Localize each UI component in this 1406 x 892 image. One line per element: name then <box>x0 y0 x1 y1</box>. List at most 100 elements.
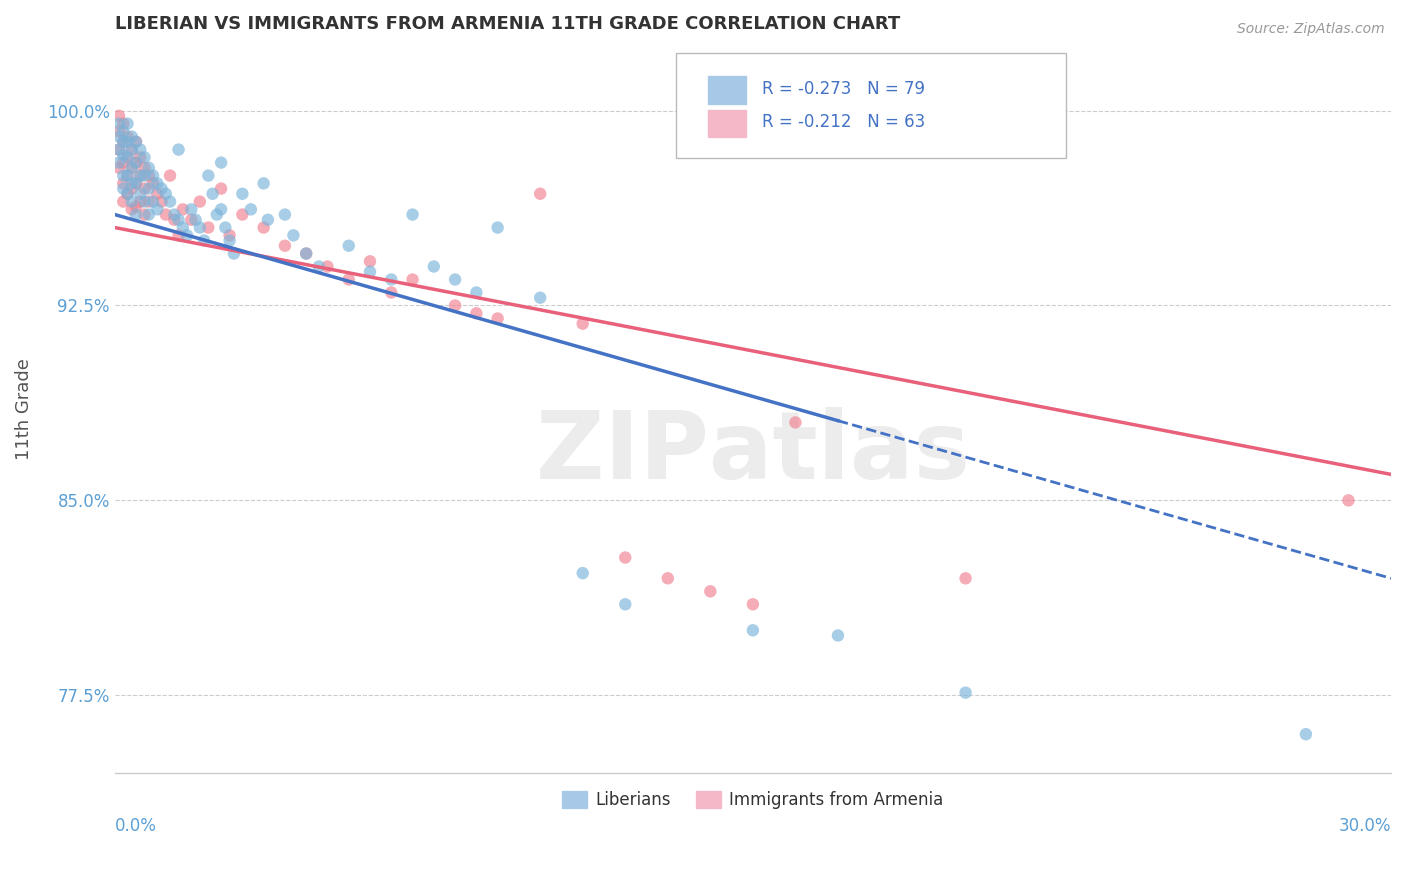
Point <box>129 169 152 183</box>
Point <box>253 177 276 191</box>
Point <box>146 177 169 191</box>
Point <box>125 177 148 191</box>
Point <box>125 135 148 149</box>
Point <box>112 117 135 131</box>
Point <box>117 117 139 131</box>
Text: R = -0.273   N = 79: R = -0.273 N = 79 <box>762 80 925 98</box>
Point <box>316 260 339 274</box>
Point <box>117 150 139 164</box>
Point <box>112 135 135 149</box>
Point <box>274 238 297 252</box>
Point <box>121 181 143 195</box>
Point <box>193 234 215 248</box>
Point <box>129 194 152 209</box>
Y-axis label: 11th Grade: 11th Grade <box>15 359 32 460</box>
Point <box>529 186 551 201</box>
Point <box>138 208 160 222</box>
FancyBboxPatch shape <box>709 76 747 103</box>
Point <box>465 306 488 320</box>
Point <box>121 177 143 191</box>
Point <box>657 571 679 585</box>
Text: 0.0%: 0.0% <box>115 817 156 835</box>
Point <box>274 208 297 222</box>
Point <box>257 212 280 227</box>
Point <box>125 177 148 191</box>
Point <box>214 220 236 235</box>
Point <box>163 208 186 222</box>
Point <box>125 135 148 149</box>
Point <box>117 169 139 183</box>
Point <box>231 208 253 222</box>
Point <box>401 208 423 222</box>
Point <box>121 161 143 175</box>
Point <box>1295 727 1317 741</box>
Point <box>121 143 143 157</box>
Point <box>380 272 402 286</box>
Point <box>146 186 169 201</box>
FancyBboxPatch shape <box>676 53 1066 159</box>
Point <box>112 155 135 169</box>
Point <box>218 234 240 248</box>
Point <box>197 169 219 183</box>
Point <box>172 220 194 235</box>
Point <box>142 177 165 191</box>
Point <box>150 194 173 209</box>
Point <box>125 155 148 169</box>
Point <box>155 208 177 222</box>
Point <box>138 169 160 183</box>
Point <box>699 584 721 599</box>
Point <box>218 228 240 243</box>
Point <box>159 194 181 209</box>
Point <box>117 186 139 201</box>
Point <box>117 186 139 201</box>
Point <box>176 228 198 243</box>
Point <box>146 202 169 217</box>
Point <box>125 200 148 214</box>
Point <box>108 161 131 175</box>
Point <box>1337 493 1360 508</box>
Point <box>401 272 423 286</box>
Point <box>125 208 148 222</box>
Point <box>571 566 593 581</box>
Point <box>955 686 977 700</box>
Point <box>188 194 211 209</box>
Point <box>184 212 207 227</box>
Point <box>142 169 165 183</box>
Point <box>308 260 330 274</box>
Point <box>134 208 156 222</box>
Point <box>571 317 593 331</box>
Point <box>134 161 156 175</box>
Point <box>134 150 156 164</box>
Point <box>209 155 232 169</box>
Point <box>283 228 305 243</box>
Point <box>614 550 637 565</box>
Point <box>108 117 131 131</box>
Point <box>108 143 131 157</box>
Point <box>239 202 262 217</box>
Point <box>129 169 152 183</box>
Point <box>121 161 143 175</box>
Point <box>121 202 143 217</box>
Point <box>134 169 156 183</box>
Point <box>108 109 131 123</box>
Point <box>359 254 381 268</box>
Point <box>112 181 135 195</box>
FancyBboxPatch shape <box>709 110 747 137</box>
Point <box>614 597 637 611</box>
Text: 30.0%: 30.0% <box>1339 817 1391 835</box>
Point <box>134 181 156 195</box>
Point <box>155 186 177 201</box>
Point <box>180 202 202 217</box>
Point <box>167 228 190 243</box>
Point <box>295 246 318 260</box>
Point <box>112 135 135 149</box>
Point <box>159 169 181 183</box>
Point <box>172 202 194 217</box>
Point <box>138 161 160 175</box>
Point <box>121 129 143 144</box>
Point <box>486 220 509 235</box>
Point <box>444 298 467 312</box>
Point <box>337 238 360 252</box>
Point <box>129 150 152 164</box>
Point <box>129 186 152 201</box>
